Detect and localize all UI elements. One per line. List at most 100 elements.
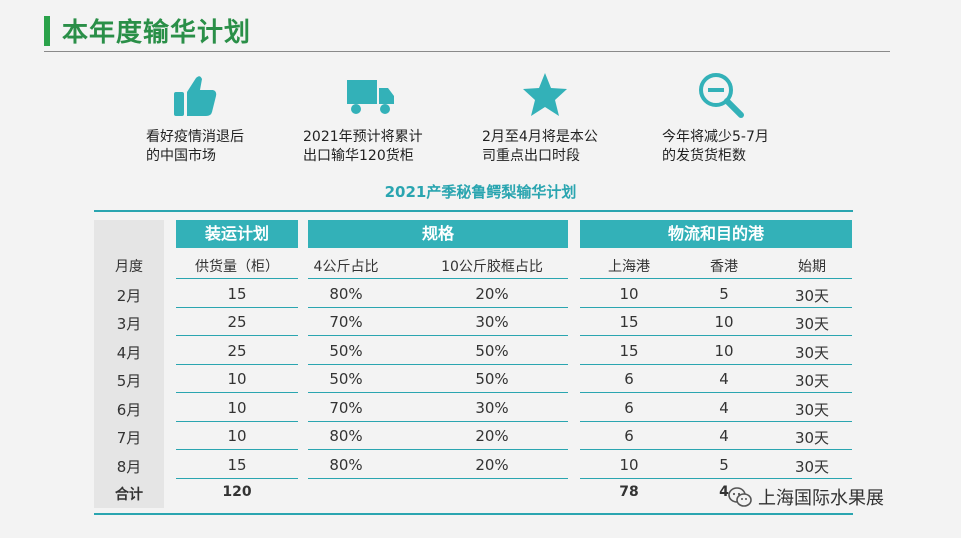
- row-divider: [176, 278, 298, 279]
- table-cell: 15: [227, 284, 247, 303]
- row-divider: [308, 306, 568, 308]
- table-cell: 25: [227, 313, 247, 331]
- table-cell: 30天: [794, 315, 830, 333]
- table-cell: 15: [619, 341, 639, 360]
- zoom-out-icon: [699, 73, 744, 118]
- month-cell: 2月: [116, 286, 142, 305]
- column-header: 供货量（柜）: [195, 259, 279, 275]
- truck-icon: [347, 80, 394, 114]
- feature-line: 的发货货柜数: [662, 148, 746, 164]
- row-divider: [176, 306, 298, 308]
- table-cell: 10: [227, 370, 247, 388]
- table-top-rule: [94, 210, 853, 212]
- table-cell: 50%: [475, 341, 509, 360]
- row-divider: [580, 335, 852, 336]
- group-header-spec: 规格: [308, 220, 568, 248]
- table-cell: 10: [714, 313, 734, 331]
- month-cell: 7月: [116, 429, 142, 447]
- table-cell: 10: [227, 398, 247, 417]
- row-divider: [308, 392, 568, 393]
- table-cell: 10: [714, 341, 734, 360]
- table-cell: 30天: [794, 286, 830, 305]
- feature-line: 的中国市场: [146, 148, 216, 164]
- row-divider: [308, 363, 568, 365]
- month-cell: 5月: [116, 372, 142, 390]
- table-cell: 4: [719, 398, 729, 417]
- total-cell: 4: [719, 484, 729, 500]
- table-cell: 5: [719, 284, 729, 303]
- wechat-icon: [728, 487, 752, 507]
- table-cell: 30天: [794, 429, 830, 447]
- row-divider: [176, 363, 298, 365]
- table-cell: 6: [624, 427, 634, 445]
- feature-line: 2021年预计将累计: [303, 129, 423, 145]
- table-cell: 50%: [329, 341, 363, 360]
- table-cell: 80%: [329, 427, 363, 445]
- table-cell: 70%: [329, 398, 363, 417]
- title-accent-bar: [44, 16, 50, 46]
- total-cell: 78: [619, 484, 639, 500]
- month-cell: 8月: [116, 457, 142, 476]
- feature-line: 出口输华120货柜: [303, 148, 414, 164]
- table-cell: 10: [619, 455, 639, 474]
- table-cell: 15: [619, 313, 639, 331]
- group-header-logistics: 物流和目的港: [580, 220, 852, 248]
- table-cell: 80%: [329, 455, 363, 474]
- table-cell: 30%: [475, 398, 509, 417]
- table-cell: 70%: [329, 313, 363, 331]
- column-header: 上海港: [608, 259, 650, 275]
- watermark-text: 上海国际水果展: [758, 488, 884, 509]
- row-divider: [580, 306, 852, 308]
- table-cell: 20%: [475, 284, 509, 303]
- column-header: 10公斤胶框占比: [441, 259, 543, 275]
- table-cell: 15: [227, 455, 247, 474]
- row-divider: [176, 335, 298, 336]
- row-divider: [580, 449, 852, 450]
- table-title: 2021产季秘鲁鳄梨输华计划: [384, 183, 577, 201]
- month-column-bg: [94, 220, 164, 508]
- row-divider: [308, 477, 568, 479]
- total-label: 合计: [115, 487, 143, 503]
- total-cell: 120: [222, 484, 252, 500]
- feature-line: 司重点出口时段: [482, 148, 580, 164]
- feature-line: 看好疫情消退后: [146, 129, 244, 145]
- row-divider: [176, 420, 298, 422]
- table-cell: 50%: [329, 370, 363, 388]
- row-divider: [580, 363, 852, 365]
- group-header-shipping: 装运计划: [176, 220, 298, 248]
- row-divider: [308, 278, 568, 279]
- row-divider: [580, 392, 852, 393]
- row-divider: [308, 449, 568, 450]
- row-divider: [308, 420, 568, 422]
- table-cell: 20%: [475, 427, 509, 445]
- month-cell: 6月: [116, 400, 142, 419]
- table-cell: 10: [619, 284, 639, 303]
- page-title: 本年度输华计划: [62, 18, 252, 48]
- watermark: 上海国际水果展: [728, 484, 884, 510]
- row-divider: [580, 420, 852, 422]
- row-divider: [176, 392, 298, 393]
- month-cell: 3月: [116, 315, 142, 333]
- table-cell: 30天: [794, 343, 830, 362]
- column-header: 4公斤占比: [313, 259, 379, 275]
- table-cell: 4: [719, 370, 729, 388]
- table-cell: 30天: [794, 400, 830, 419]
- row-divider: [580, 477, 852, 479]
- table-cell: 4: [719, 427, 729, 445]
- table-cell: 30天: [794, 372, 830, 390]
- month-cell: 4月: [116, 343, 142, 362]
- title-divider: [44, 51, 890, 52]
- table-cell: 5: [719, 455, 729, 474]
- column-header: 月度: [115, 259, 143, 275]
- table-cell: 25: [227, 341, 247, 360]
- thumbs-up-icon: [174, 76, 217, 116]
- row-divider: [176, 449, 298, 450]
- table-cell: 30%: [475, 313, 509, 331]
- table-cell: 6: [624, 370, 634, 388]
- row-divider: [176, 477, 298, 479]
- table-cell: 10: [227, 427, 247, 445]
- row-divider: [308, 335, 568, 336]
- star-icon: [523, 73, 567, 116]
- table-cell: 6: [624, 398, 634, 417]
- column-header: 始期: [798, 259, 826, 275]
